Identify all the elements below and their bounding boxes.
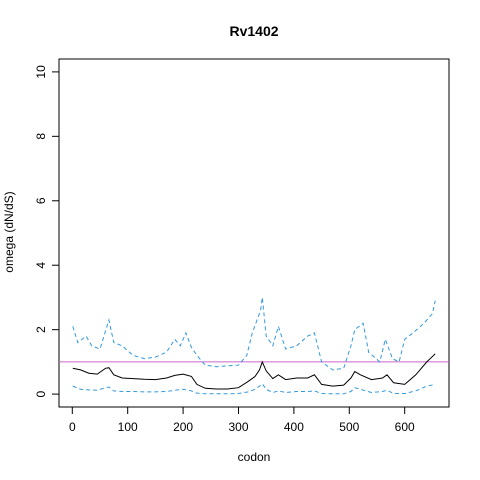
y-tick-label: 2: [34, 326, 48, 333]
y-tick-label: 0: [34, 390, 48, 397]
plot-area: [59, 297, 449, 395]
y-tick-label: 10: [34, 65, 48, 79]
omega-line: [72, 353, 436, 390]
y-axis-label: omega (dN/dS): [2, 191, 16, 272]
plot-frame: [58, 58, 450, 408]
y-tick-label: 8: [34, 133, 48, 140]
x-tick-label: 300: [228, 420, 248, 434]
upper-bound-line: [72, 297, 436, 371]
x-axis: 0 100 200 300 400 500 600: [69, 406, 415, 434]
x-tick-label: 400: [284, 420, 304, 434]
y-tick-label: 6: [34, 197, 48, 204]
lower-bound-line: [72, 383, 436, 395]
x-tick-label: 100: [118, 420, 138, 434]
x-tick-label: 0: [69, 420, 76, 434]
x-tick-label: 200: [173, 420, 193, 434]
y-tick-label: 4: [34, 262, 48, 269]
x-tick-label: 600: [395, 420, 415, 434]
y-axis: 0 2 4 6 8 10: [34, 65, 60, 397]
x-axis-label: codon: [238, 450, 271, 464]
chart-title: Rv1402: [229, 23, 278, 39]
x-tick-label: 500: [339, 420, 359, 434]
